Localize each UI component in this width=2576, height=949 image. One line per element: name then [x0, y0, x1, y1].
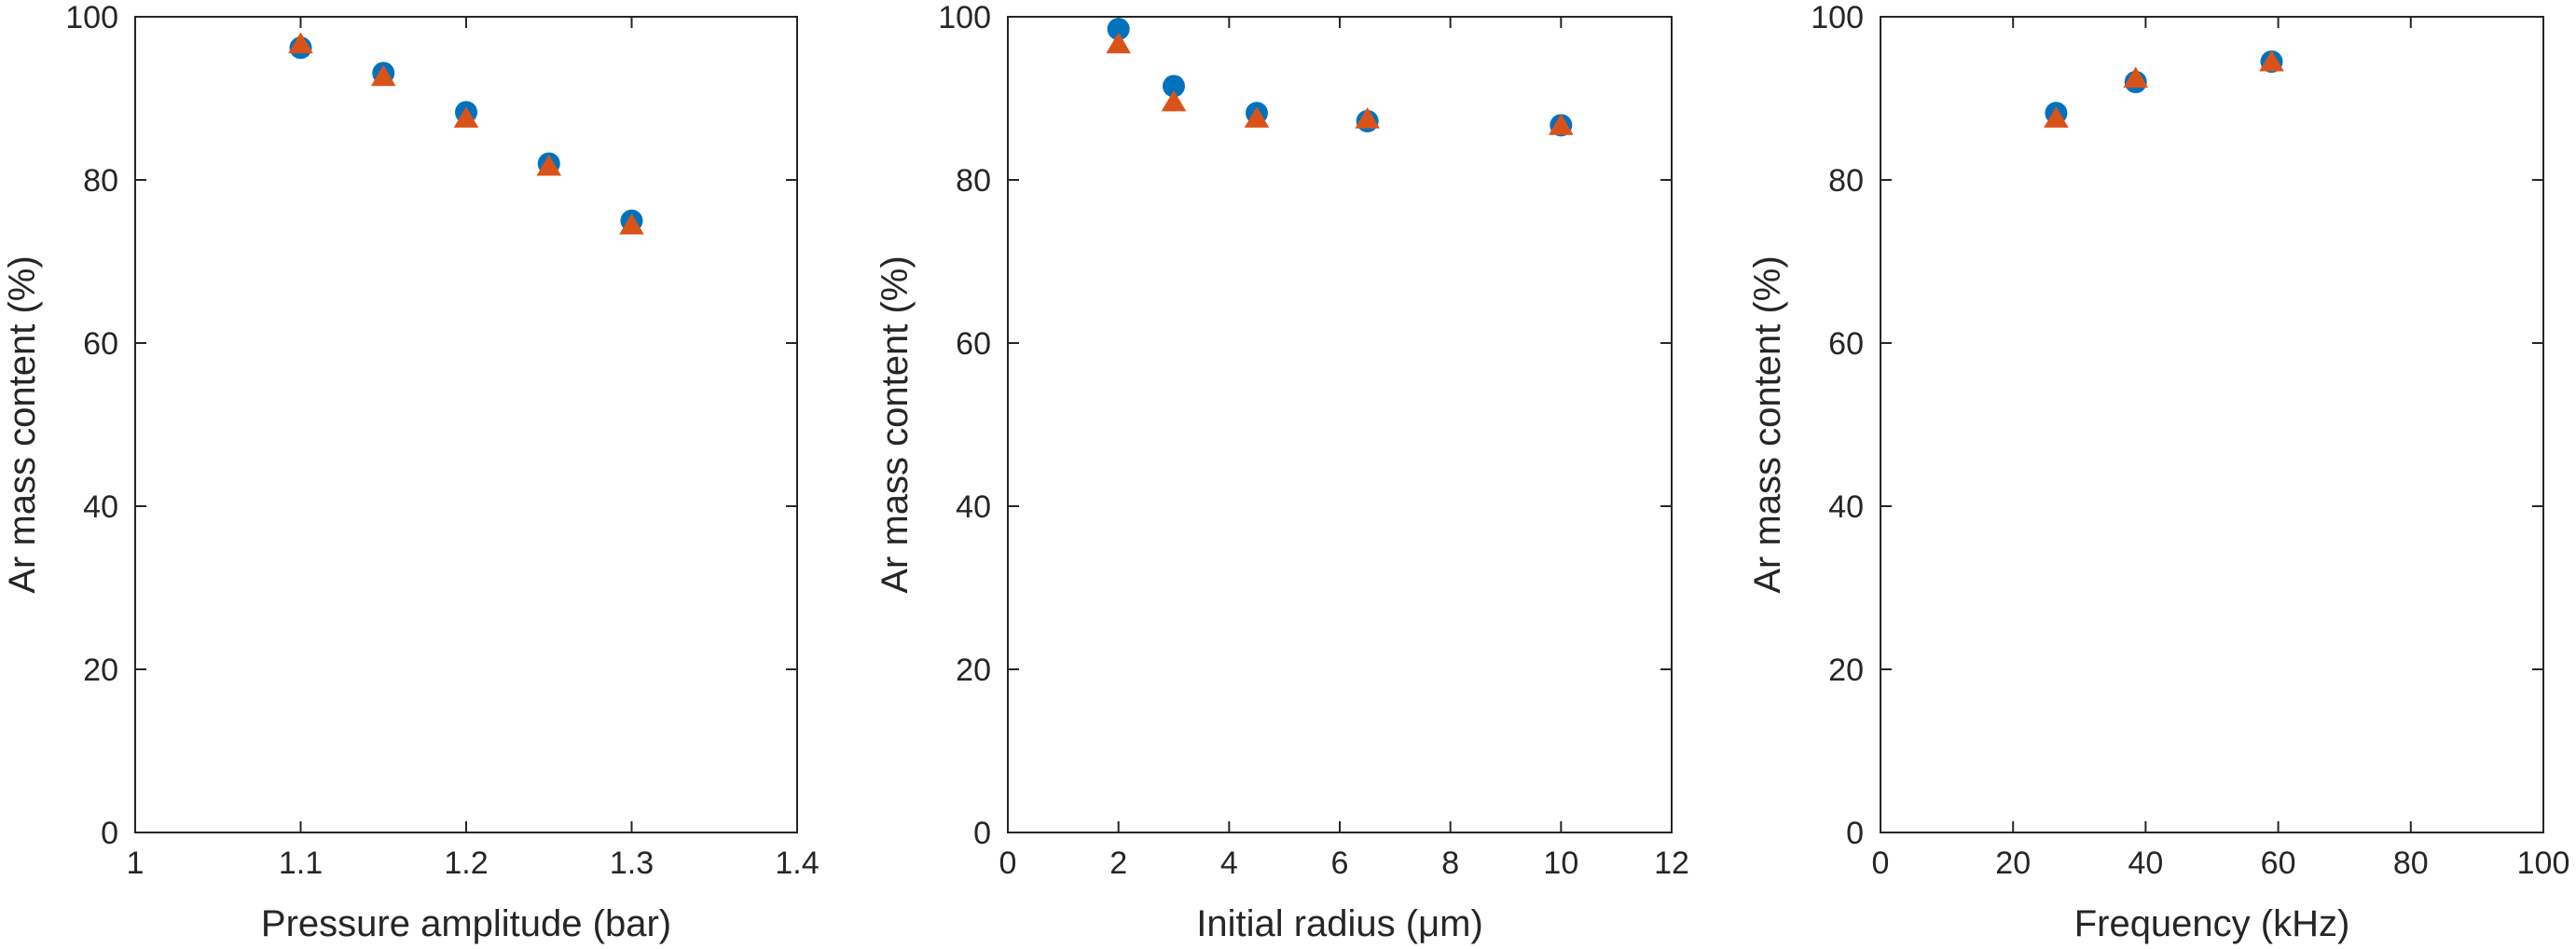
- y-tick-label: 40: [83, 489, 118, 525]
- x-tick-label: 0: [999, 846, 1017, 881]
- y-tick-label: 80: [1828, 163, 1864, 199]
- y-tick-label: 80: [83, 163, 118, 199]
- x-tick-label: 4: [1220, 846, 1238, 881]
- data-point-triangle: [370, 64, 396, 87]
- y-axis-label: Ar mass content (%): [1747, 255, 1788, 593]
- y-tick-label: 0: [973, 816, 991, 851]
- x-tick-label: 1.3: [610, 846, 654, 881]
- x-tick-label: 6: [1331, 846, 1349, 881]
- x-tick-label: 0: [1872, 846, 1890, 881]
- x-tick-label: 40: [2128, 846, 2163, 881]
- y-tick-label: 60: [1828, 326, 1864, 362]
- y-tick-label: 20: [1828, 653, 1864, 688]
- y-tick-label: 40: [1828, 489, 1864, 525]
- chart-panel-1: 1 1.1 1.2 1.3 1.4 0 20 40 60 80 100 Pressure amplit…: [2, 0, 820, 944]
- x-axis-label: Initial radius (μm): [1196, 903, 1483, 944]
- data-point-triangle: [1244, 106, 1270, 128]
- x-tick-label: 8: [1441, 846, 1459, 881]
- data-point-triangle: [2259, 49, 2284, 72]
- y-tick-label: 100: [938, 0, 991, 35]
- x-tick-label: 12: [1654, 846, 1689, 881]
- x-tick-label: 1.1: [279, 846, 323, 881]
- y-tick-label: 80: [956, 163, 991, 199]
- x-tick-label: 20: [1995, 846, 2031, 881]
- y-tick-label: 0: [1846, 816, 1864, 851]
- data-point-triangle: [1355, 107, 1380, 129]
- x-tick-label: 1: [127, 846, 145, 881]
- chart-panel-2: 0 2 4 6 8 10 12 0 20 40 60 80 100 Initial radius (μm)…: [875, 0, 1689, 944]
- y-axis-label: Ar mass content (%): [2, 255, 43, 593]
- x-tick-label: 100: [2517, 846, 2570, 881]
- y-tick-label: 60: [956, 326, 991, 362]
- x-tick-label: 80: [2393, 846, 2429, 881]
- y-tick-label: 100: [65, 0, 118, 35]
- data-point-circle: [1163, 75, 1185, 98]
- plot-frame: [1007, 16, 1673, 833]
- y-tick-label: 0: [101, 816, 118, 851]
- x-axis-label: Frequency (kHz): [2074, 903, 2350, 944]
- plot-frame: [1880, 16, 2544, 833]
- data-point-triangle: [2044, 106, 2069, 128]
- y-tick-label: 100: [1811, 0, 1864, 35]
- data-point-triangle: [453, 106, 479, 128]
- data-point-circle: [1107, 18, 1130, 41]
- x-tick-label: 10: [1543, 846, 1578, 881]
- y-tick-label: 60: [83, 326, 118, 362]
- data-point-triangle: [536, 154, 562, 176]
- x-tick-label: 2: [1109, 846, 1127, 881]
- chart-panel-3: 0 20 40 60 80 100 0 20 40 60 80 100 Frequency (kHz) A…: [1747, 0, 2569, 944]
- data-point-triangle: [2123, 66, 2149, 89]
- x-tick-label: 1.4: [775, 846, 819, 881]
- y-axis-label: Ar mass content (%): [875, 255, 916, 593]
- data-point-triangle: [1106, 32, 1131, 54]
- x-tick-label: 1.2: [444, 846, 488, 881]
- y-tick-label: 20: [956, 653, 991, 688]
- data-point-triangle: [1161, 89, 1187, 112]
- data-point-triangle: [619, 213, 644, 235]
- data-point-triangle: [288, 32, 313, 54]
- x-axis-label: Pressure amplitude (bar): [261, 903, 671, 944]
- y-tick-label: 40: [956, 489, 991, 525]
- x-tick-label: 60: [2261, 846, 2296, 881]
- plot-frame: [134, 16, 798, 833]
- data-point-triangle: [1549, 114, 1574, 135]
- y-tick-label: 20: [83, 653, 118, 688]
